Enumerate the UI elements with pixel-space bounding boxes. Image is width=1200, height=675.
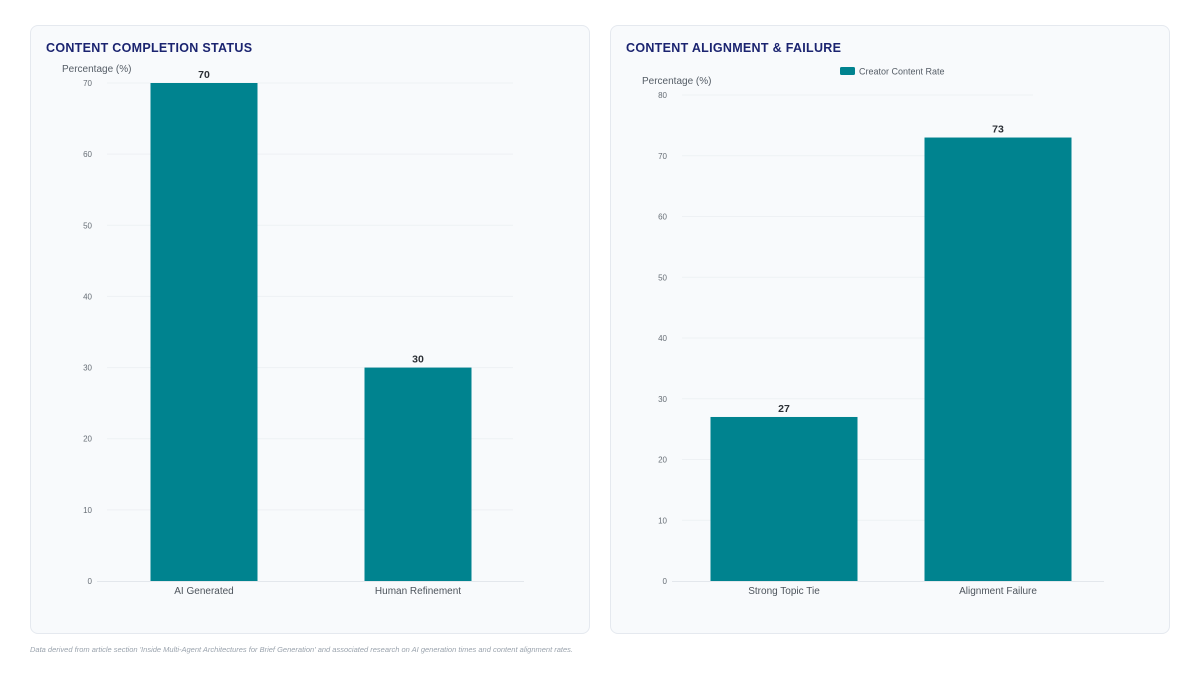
y-tick-label: 60	[658, 213, 667, 222]
y-tick-label: 10	[658, 516, 667, 525]
y-tick-label: 0	[88, 577, 93, 586]
y-tick-label: 50	[83, 221, 92, 230]
y-tick-label: 40	[83, 292, 92, 301]
y-tick-label: 50	[658, 273, 667, 282]
y-tick-label: 20	[83, 435, 92, 444]
completion-status-chart: Percentage (%) 0 10 20 30 40 50 60 70 70 AI Genera…	[62, 64, 524, 597]
x-tick-label: Human Refinement	[375, 586, 461, 597]
chart-title: CONTENT COMPLETION STATUS	[46, 41, 253, 55]
alignment-failure-chart: Percentage (%) 0 10 20 30 40 50 60 70 80 27 Strong …	[642, 67, 1104, 597]
y-tick-label: 20	[658, 456, 667, 465]
y-tick-label: 60	[83, 150, 92, 159]
legend-label: Creator Content Rate	[859, 67, 945, 77]
bar	[924, 137, 1072, 581]
y-tick-label: 10	[83, 506, 92, 515]
y-axis-label: Percentage (%)	[642, 76, 711, 87]
footnote: Data derived from article section 'Insid…	[30, 645, 574, 654]
x-tick-label: Strong Topic Tie	[748, 586, 820, 597]
y-tick-label: 0	[663, 577, 668, 586]
y-tick-label: 40	[658, 334, 667, 343]
x-tick-label: AI Generated	[174, 586, 233, 597]
chart-title: CONTENT ALIGNMENT & FAILURE	[626, 41, 842, 55]
data-label: 70	[198, 69, 210, 81]
bar	[710, 416, 858, 581]
y-tick-label: 80	[658, 91, 667, 100]
data-label: 27	[778, 403, 790, 415]
y-tick-label: 30	[658, 395, 667, 404]
bar	[364, 367, 472, 581]
x-tick-label: Alignment Failure	[959, 586, 1037, 597]
y-tick-label: 70	[658, 152, 667, 161]
data-label: 30	[412, 354, 424, 366]
bar	[150, 83, 258, 581]
legend-swatch	[840, 67, 855, 75]
alignment-failure-panel: CONTENT ALIGNMENT & FAILURE Percentage (…	[610, 25, 1170, 634]
data-label: 73	[992, 124, 1004, 136]
y-tick-label: 30	[83, 364, 92, 373]
y-tick-label: 70	[83, 79, 92, 88]
y-axis-label: Percentage (%)	[62, 64, 131, 75]
completion-status-panel: CONTENT COMPLETION STATUS Percentage (%)…	[30, 25, 590, 634]
